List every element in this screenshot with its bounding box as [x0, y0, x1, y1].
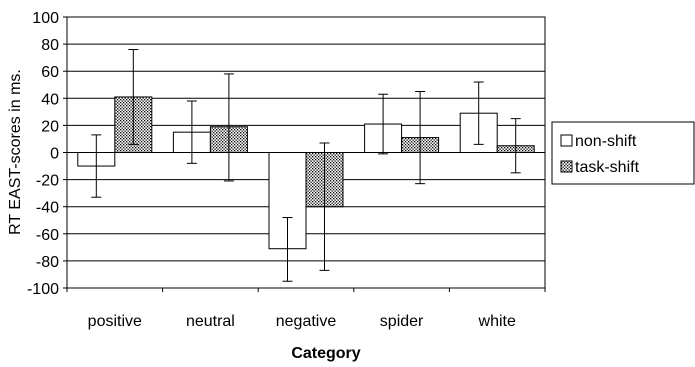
x-tick-label: neutral [186, 313, 235, 330]
legend: non-shift task-shift [551, 121, 695, 185]
bars [77, 96, 535, 250]
x-axis-title: Category [291, 345, 360, 362]
legend-label-non-shift: non-shift [575, 133, 637, 150]
y-tick-label: 0 [50, 146, 59, 163]
y-tick-label: -20 [36, 173, 59, 190]
y-tick-label: -80 [36, 254, 59, 271]
y-tick-label: 20 [41, 118, 59, 135]
legend-swatch-task-shift [560, 160, 573, 173]
x-tick-label: positive [88, 313, 142, 330]
y-tick-label: -60 [36, 227, 59, 244]
y-tick-label: 100 [32, 10, 59, 27]
x-tick-label: negative [276, 313, 337, 330]
legend-box [551, 121, 695, 185]
y-tick-label: -40 [36, 200, 59, 217]
y-tick-label: 80 [41, 37, 59, 54]
legend-swatch-non-shift [560, 134, 573, 147]
y-tick-label: 40 [41, 91, 59, 108]
plot-area-border [66, 16, 546, 289]
x-tick-label: white [478, 313, 516, 330]
error-bars [91, 49, 521, 282]
y-tick-label: -100 [27, 281, 59, 298]
y-tick-label: 60 [41, 64, 59, 81]
x-tick-label: spider [380, 313, 424, 330]
y-axis-title: RT EAST-scores in ms. [7, 69, 24, 235]
legend-label-task-shift: task-shift [575, 159, 640, 176]
tick-labels: 100 80 60 40 20 0 -20 -40 -60 -80 -100 positive neut… [27, 10, 516, 330]
axes [63, 16, 546, 292]
